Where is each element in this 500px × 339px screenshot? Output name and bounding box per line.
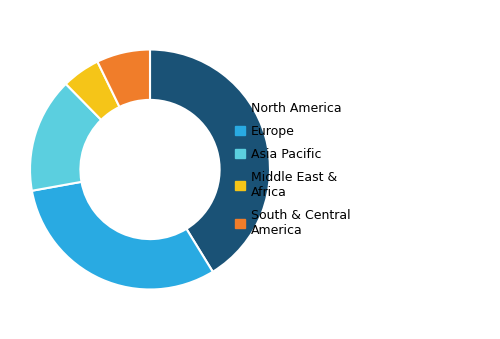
Wedge shape	[32, 182, 213, 290]
Legend: North America, Europe, Asia Pacific, Middle East &
Africa, South & Central
Ameri: North America, Europe, Asia Pacific, Mid…	[231, 98, 354, 241]
Wedge shape	[30, 84, 101, 191]
Wedge shape	[66, 62, 120, 120]
Wedge shape	[150, 49, 270, 272]
Wedge shape	[98, 49, 150, 107]
